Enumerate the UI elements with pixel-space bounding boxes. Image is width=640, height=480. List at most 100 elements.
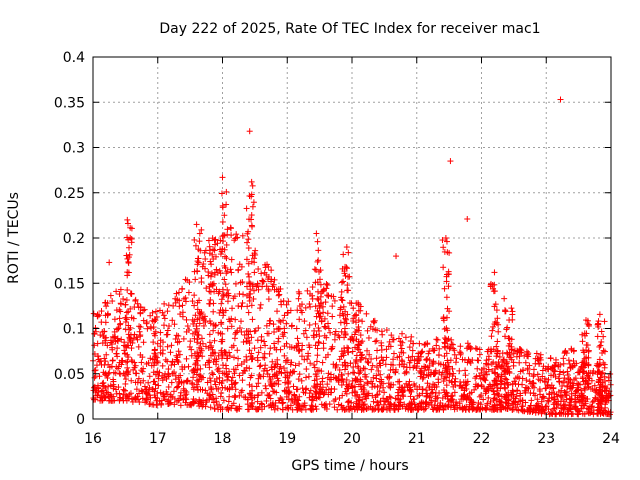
data-point <box>224 376 231 383</box>
y-tick-label: 0.4 <box>63 50 85 66</box>
data-point <box>331 331 338 338</box>
data-point <box>374 384 381 391</box>
data-point <box>111 316 118 323</box>
data-point <box>154 368 161 375</box>
data-point <box>319 303 326 310</box>
data-point <box>151 347 158 354</box>
data-point <box>369 384 376 391</box>
data-point <box>530 371 537 378</box>
data-point <box>378 342 385 349</box>
data-point <box>248 178 255 185</box>
data-point <box>256 363 263 370</box>
data-point <box>572 399 579 406</box>
data-point <box>239 387 246 394</box>
data-point <box>314 352 321 359</box>
data-point <box>218 300 225 307</box>
data-point <box>230 366 237 373</box>
data-point <box>342 362 349 369</box>
data-point <box>393 253 400 260</box>
data-point <box>388 332 395 339</box>
data-point <box>164 308 171 315</box>
data-point <box>236 325 243 332</box>
data-point <box>105 383 112 390</box>
data-point <box>210 300 217 307</box>
data-point <box>463 381 470 388</box>
data-point <box>399 330 406 337</box>
data-point <box>236 392 243 399</box>
data-point <box>103 303 110 310</box>
data-point <box>480 396 487 403</box>
data-point <box>512 404 519 411</box>
data-point <box>254 280 261 287</box>
data-point <box>137 304 144 311</box>
data-point <box>232 316 239 323</box>
data-point <box>332 364 339 371</box>
data-point <box>244 303 251 310</box>
data-point <box>232 386 239 393</box>
data-point <box>275 326 282 333</box>
data-point <box>407 393 414 400</box>
data-point <box>284 404 291 411</box>
data-point <box>146 384 153 391</box>
x-tick-label: 24 <box>602 431 620 447</box>
data-point <box>373 355 380 362</box>
data-point <box>374 327 381 334</box>
data-point <box>336 366 343 373</box>
data-point <box>340 278 347 285</box>
y-tick-label: 0.05 <box>54 367 85 383</box>
data-point <box>368 378 375 385</box>
data-point <box>97 332 104 339</box>
data-point <box>228 315 235 322</box>
data-point <box>597 342 604 349</box>
data-point <box>325 325 332 332</box>
data-point <box>530 366 537 373</box>
data-point <box>267 317 274 324</box>
data-point <box>594 333 601 340</box>
data-point <box>363 395 370 402</box>
data-point <box>417 353 424 360</box>
data-point <box>116 315 123 322</box>
data-point <box>437 399 444 406</box>
data-point <box>223 201 230 208</box>
data-point <box>146 373 153 380</box>
x-tick-label: 17 <box>149 431 167 447</box>
data-point <box>457 351 464 358</box>
data-point <box>425 350 432 357</box>
data-point <box>581 411 588 418</box>
data-point <box>117 286 124 293</box>
data-point <box>325 293 332 300</box>
data-point <box>113 288 120 295</box>
data-point <box>139 388 146 395</box>
data-point <box>229 374 236 381</box>
data-point <box>191 236 198 243</box>
data-point <box>99 387 106 394</box>
data-point <box>285 390 292 397</box>
data-point <box>305 373 312 380</box>
data-point <box>596 311 603 318</box>
data-point <box>227 318 234 325</box>
data-point <box>338 294 345 301</box>
data-point <box>508 305 515 312</box>
data-point <box>459 356 466 363</box>
data-point <box>145 379 152 386</box>
data-point <box>319 359 326 366</box>
data-point <box>212 323 219 330</box>
data-point <box>575 369 582 376</box>
data-point <box>298 377 305 384</box>
data-point <box>190 320 197 327</box>
data-point <box>198 335 205 342</box>
data-point <box>155 375 162 382</box>
data-point <box>249 203 256 210</box>
data-point <box>303 366 310 373</box>
data-point <box>485 353 492 360</box>
data-point <box>315 247 322 254</box>
data-point <box>159 362 166 369</box>
data-point <box>433 336 440 343</box>
data-point <box>137 310 144 317</box>
data-point <box>248 222 255 229</box>
data-point <box>239 377 246 384</box>
data-point <box>229 402 236 409</box>
data-point <box>246 273 253 280</box>
data-point <box>171 369 178 376</box>
